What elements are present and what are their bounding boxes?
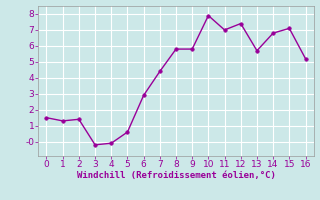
X-axis label: Windchill (Refroidissement éolien,°C): Windchill (Refroidissement éolien,°C) xyxy=(76,171,276,180)
